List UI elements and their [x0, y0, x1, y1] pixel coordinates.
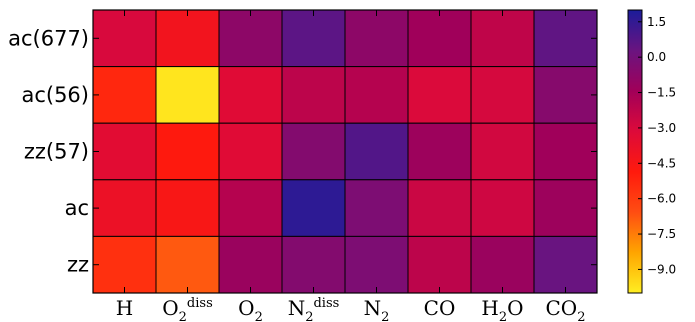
heatmap-cell [92, 66, 157, 124]
column-label: O2diss [162, 296, 213, 322]
heatmap-cell [470, 122, 535, 181]
heatmap-cell [218, 9, 283, 68]
heatmap-cell [533, 66, 598, 124]
column-label: CO [424, 296, 456, 320]
heatmap-cell [155, 122, 220, 181]
row-label: ac(677) [8, 26, 89, 50]
colorbar-ticks: 1.5 0.0 −1.5 −3.0 −4.5 −6.0 −7.5 −9.0 [638, 15, 676, 276]
heatmap-cell [407, 235, 472, 294]
heatmap-cell [533, 235, 598, 294]
row-label: ac [65, 196, 89, 220]
column-label: H [116, 296, 133, 320]
heatmap-cell [533, 179, 598, 237]
heatmap-cell [92, 179, 157, 237]
column-label: N2diss [288, 296, 340, 322]
heatmap-cells [92, 9, 598, 294]
heatmap-cell [218, 179, 283, 237]
heatmap-cell [344, 9, 409, 68]
heatmap-cell [533, 122, 598, 181]
heatmap-cell [155, 66, 220, 124]
heatmap-cell [344, 122, 409, 181]
heatmap-cell [155, 235, 220, 294]
heatmap-cell [344, 66, 409, 124]
colorbar-tick-label: 1.5 [647, 15, 666, 29]
colorbar-tick-label: −4.5 [647, 156, 676, 170]
heatmap-cell [407, 66, 472, 124]
row-labels: ac(677) ac(56) zz(57) ac zz [8, 26, 597, 277]
row-label: ac(56) [21, 83, 89, 107]
heatmap-cell [155, 179, 220, 237]
colorbar-tick-label: −1.5 [647, 86, 676, 100]
heatmap-cell [281, 66, 346, 124]
heatmap-cell [344, 179, 409, 237]
column-label: N2 [364, 296, 390, 322]
colorbar-tick-label: −7.5 [647, 227, 676, 241]
row-label: zz(57) [24, 140, 89, 164]
heatmap-cell [92, 9, 157, 68]
heatmap-cell [281, 179, 346, 237]
heatmap-cell [281, 235, 346, 294]
heatmap-cell [533, 9, 598, 68]
heatmap-cell [281, 9, 346, 68]
heatmap-cell [344, 235, 409, 294]
column-label: CO2 [546, 296, 586, 322]
heatmap-cell [218, 235, 283, 294]
column-label: O2 [238, 296, 263, 322]
colorbar-tick-label: 0.0 [647, 50, 666, 64]
heatmap-cell [470, 66, 535, 124]
heatmap-cell [92, 122, 157, 181]
heatmap-cell [281, 122, 346, 181]
heatmap-cell [218, 122, 283, 181]
heatmap-cell [470, 179, 535, 237]
colorbar-tick-label: −9.0 [647, 262, 676, 276]
column-labels: H O2diss O2 N2diss N2 CO H2O CO2 [116, 10, 586, 322]
heatmap-cell [155, 9, 220, 68]
heatmap-cell [407, 179, 472, 237]
colorbar-tick-label: −3.0 [647, 121, 676, 135]
heatmap-cell [407, 9, 472, 68]
colorbar [627, 9, 643, 294]
heatmap-cell [92, 235, 157, 294]
heatmap-cell [470, 235, 535, 294]
row-label: zz [67, 253, 89, 277]
column-label: H2O [481, 296, 523, 322]
heatmap-cell [218, 66, 283, 124]
heatmap-cell [407, 122, 472, 181]
heatmap-cell [470, 9, 535, 68]
colorbar-tick-label: −6.0 [647, 192, 676, 206]
